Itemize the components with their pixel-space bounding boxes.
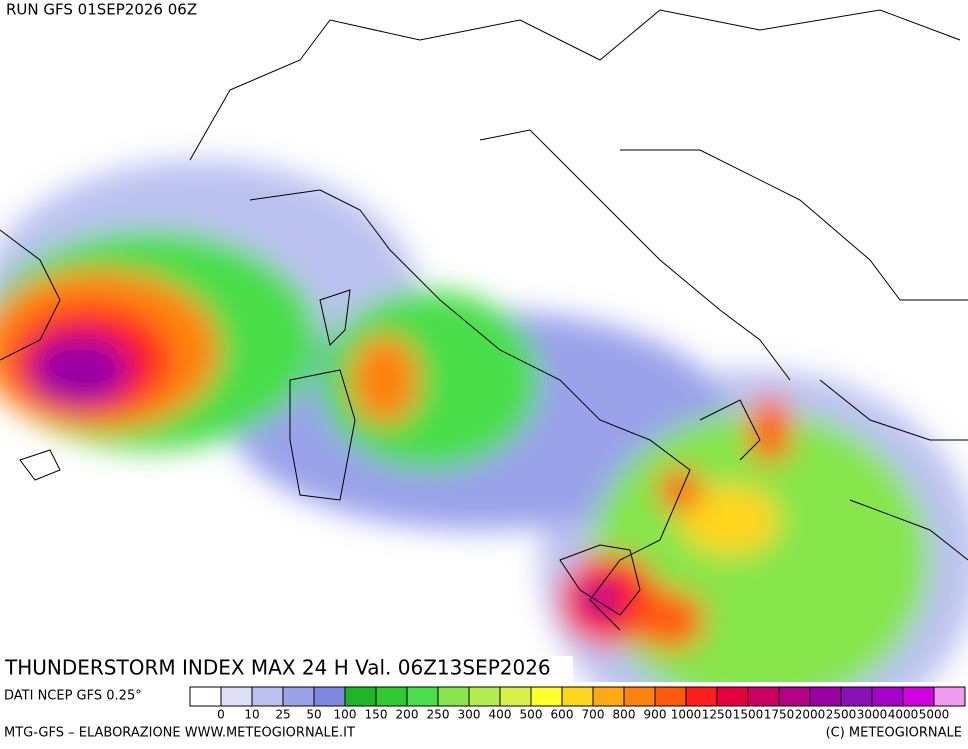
legend-swatch xyxy=(654,686,687,707)
legend-swatch xyxy=(406,686,439,707)
legend-label: 1500 xyxy=(733,708,764,722)
legend-swatch xyxy=(871,686,904,707)
title-box xyxy=(0,656,573,682)
legend-label: 2000 xyxy=(795,708,826,722)
legend-swatch xyxy=(344,686,377,707)
legend-label: 50 xyxy=(306,708,321,722)
legend-label: 25 xyxy=(275,708,290,722)
legend-label: 300 xyxy=(458,708,481,722)
legend-label: 100 xyxy=(334,708,357,722)
legend-label: 900 xyxy=(644,708,667,722)
legend-label: 200 xyxy=(396,708,419,722)
legend-label: 500 xyxy=(520,708,543,722)
run-label: RUN GFS 01SEP2026 06Z xyxy=(6,1,197,19)
legend-swatch xyxy=(747,686,780,707)
footer-left: MTG-GFS – ELABORAZIONE WWW.METEOGIORNALE… xyxy=(4,726,355,741)
legend-swatch xyxy=(778,686,811,707)
legend-swatch xyxy=(840,686,873,707)
legend-swatch xyxy=(530,686,563,707)
legend-label: 600 xyxy=(551,708,574,722)
legend-label: 800 xyxy=(613,708,636,722)
legend-swatch xyxy=(251,686,284,707)
legend-label: 700 xyxy=(582,708,605,722)
legend-label: 250 xyxy=(427,708,450,722)
legend-swatch xyxy=(375,686,408,707)
legend-label: 150 xyxy=(365,708,388,722)
legend-swatch xyxy=(561,686,594,707)
legend-swatch xyxy=(809,686,842,707)
legend-label: 10 xyxy=(244,708,259,722)
legend-swatch xyxy=(716,686,749,707)
footer-right: (C) METEOGIORNALE xyxy=(826,726,962,741)
legend-swatch xyxy=(933,686,966,707)
legend-swatch xyxy=(623,686,656,707)
legend-swatch xyxy=(189,686,222,707)
legend-swatch xyxy=(220,686,253,707)
legend-label: 2500 xyxy=(826,708,857,722)
legend-label: 400 xyxy=(489,708,512,722)
data-source: DATI NCEP GFS 0.25° xyxy=(4,689,142,704)
legend-swatch xyxy=(313,686,346,707)
legend-swatch xyxy=(902,686,935,707)
legend-label: 1750 xyxy=(764,708,795,722)
legend-label: 4000 xyxy=(888,708,919,722)
legend-label: 0 xyxy=(217,708,225,722)
legend-label: 1000 xyxy=(671,708,702,722)
legend-swatch xyxy=(592,686,625,707)
legend-label: 5000 xyxy=(919,708,950,722)
coastlines xyxy=(0,9,968,631)
legend-swatch xyxy=(437,686,470,707)
map-title: THUNDERSTORM INDEX MAX 24 H Val. 06Z13SE… xyxy=(4,656,551,680)
legend-swatch xyxy=(282,686,315,707)
legend-swatch xyxy=(685,686,718,707)
legend-swatch xyxy=(499,686,532,707)
legend-label: 3000 xyxy=(857,708,888,722)
legend-swatch xyxy=(468,686,501,707)
legend-label: 1250 xyxy=(702,708,733,722)
colorbar: 0 10 25 50 100 150 200 250 300 400 500 600 700 800 900… xyxy=(189,686,966,722)
